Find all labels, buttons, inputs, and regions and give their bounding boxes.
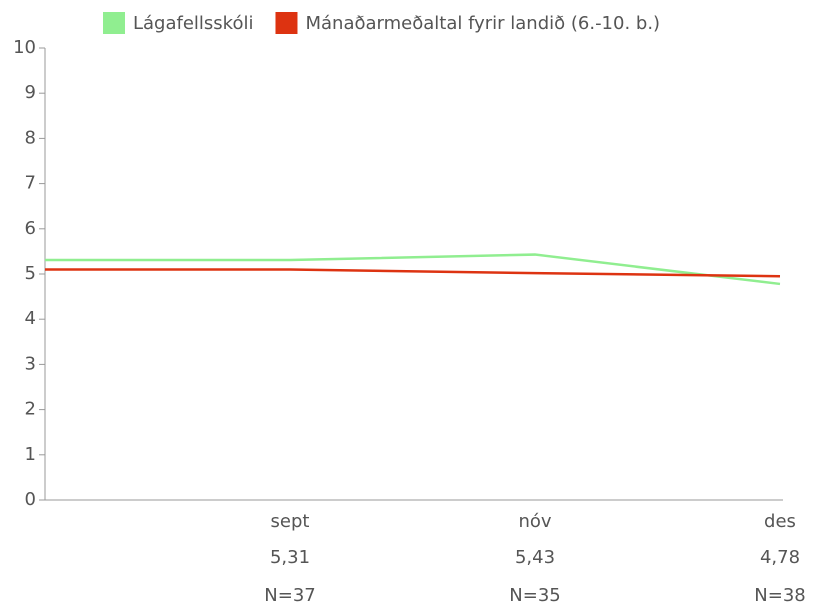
legend-label: Lágafellsskóli xyxy=(133,13,253,34)
x-tick-label: des xyxy=(764,511,796,532)
legend-swatch xyxy=(103,12,125,34)
y-tick-label: 0 xyxy=(25,489,36,510)
y-tick-label: 3 xyxy=(25,353,36,374)
y-tick-label: 8 xyxy=(25,127,36,148)
y-tick-label: 2 xyxy=(25,399,36,420)
series-line xyxy=(45,268,781,278)
series-line xyxy=(45,253,781,286)
value-label: 5,31 xyxy=(270,547,310,568)
x-tick-label: sept xyxy=(271,511,310,532)
y-tick-label: 4 xyxy=(25,308,36,329)
count-label: N=35 xyxy=(509,585,560,606)
y-tick-label: 10 xyxy=(13,37,36,58)
y-tick-label: 9 xyxy=(25,82,36,103)
count-label: N=38 xyxy=(754,585,805,606)
count-label: N=37 xyxy=(264,585,315,606)
y-tick-label: 6 xyxy=(25,218,36,239)
y-tick-label: 7 xyxy=(25,173,36,194)
y-tick-label: 5 xyxy=(25,263,36,284)
value-label: 4,78 xyxy=(760,547,800,568)
legend-swatch xyxy=(275,12,298,34)
x-tick-label: nóv xyxy=(518,511,551,532)
legend-label: Mánaðarmeðaltal fyrir landið (6.-10. b.) xyxy=(305,13,660,34)
value-label: 5,43 xyxy=(515,547,555,568)
y-tick-label: 1 xyxy=(25,444,36,465)
